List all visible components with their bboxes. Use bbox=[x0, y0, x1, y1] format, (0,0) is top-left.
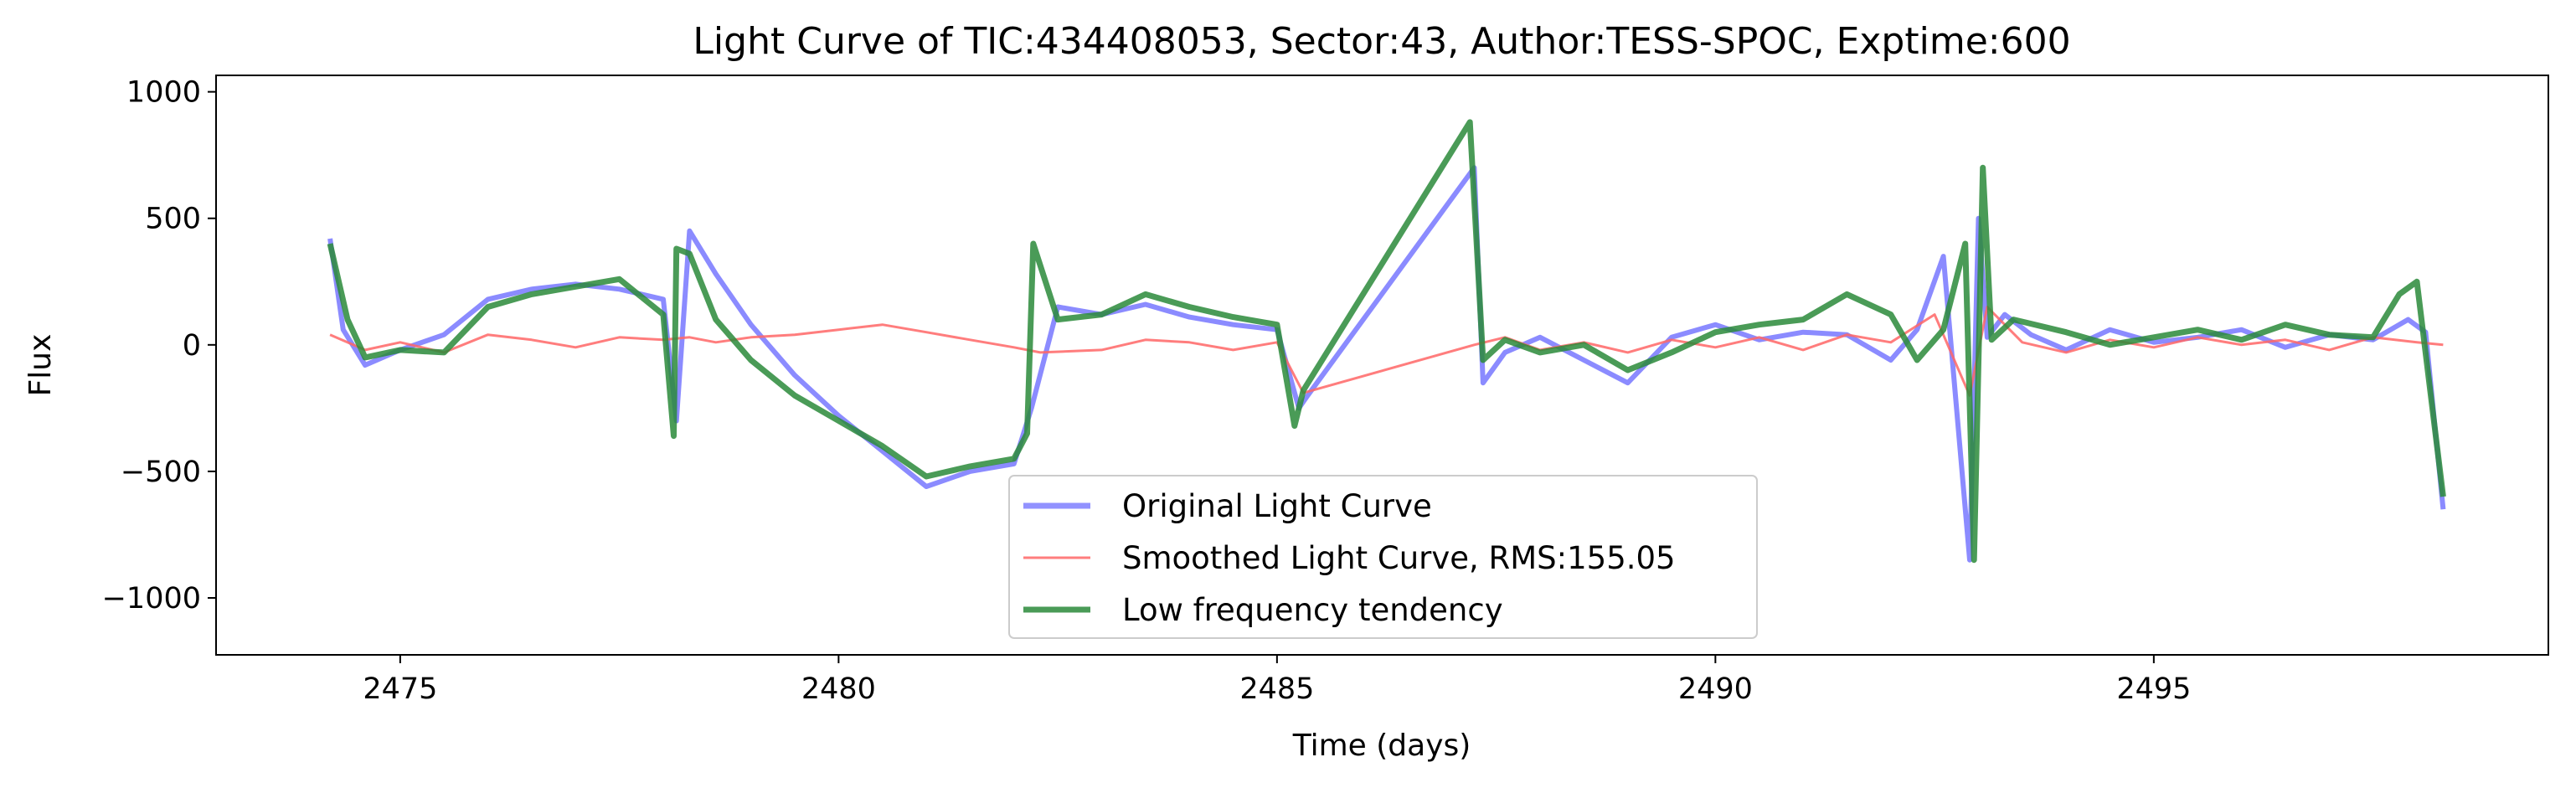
y-axis-label: Flux bbox=[23, 334, 58, 397]
y-tick-label: 500 bbox=[145, 203, 201, 236]
legend-label-smoothed: Smoothed Light Curve, RMS:155.05 bbox=[1122, 540, 1676, 576]
x-tick-label: 2490 bbox=[1678, 672, 1753, 706]
legend-box bbox=[1008, 475, 1758, 639]
x-tick-label: 2480 bbox=[801, 672, 876, 706]
x-axis-label: Time (days) bbox=[1292, 729, 1471, 763]
x-tick-label: 2485 bbox=[1239, 672, 1314, 706]
x-tick-label: 2475 bbox=[363, 672, 437, 706]
y-tick-label: −1000 bbox=[102, 582, 201, 615]
legend-label-original: Original Light Curve bbox=[1122, 488, 1432, 524]
legend: Original Light Curve Smoothed Light Curv… bbox=[1008, 475, 1758, 639]
legend-label-low-frequency: Low frequency tendency bbox=[1122, 592, 1503, 628]
plot-frame bbox=[215, 75, 2549, 656]
y-tick-label: 1000 bbox=[126, 76, 201, 110]
series-layer bbox=[327, 119, 2446, 564]
y-tick-label: −500 bbox=[121, 456, 201, 489]
y-tick-label: 0 bbox=[183, 329, 201, 363]
x-tick-label: 2495 bbox=[2116, 672, 2191, 706]
axis-ticks: 2475 2480 2485 2490 2495 −1000 −500 0 500 1000 bbox=[102, 76, 2192, 706]
chart-title: Light Curve of TIC:434408053, Sector:43,… bbox=[693, 20, 2070, 63]
series-line-low-frequency bbox=[327, 119, 2446, 564]
